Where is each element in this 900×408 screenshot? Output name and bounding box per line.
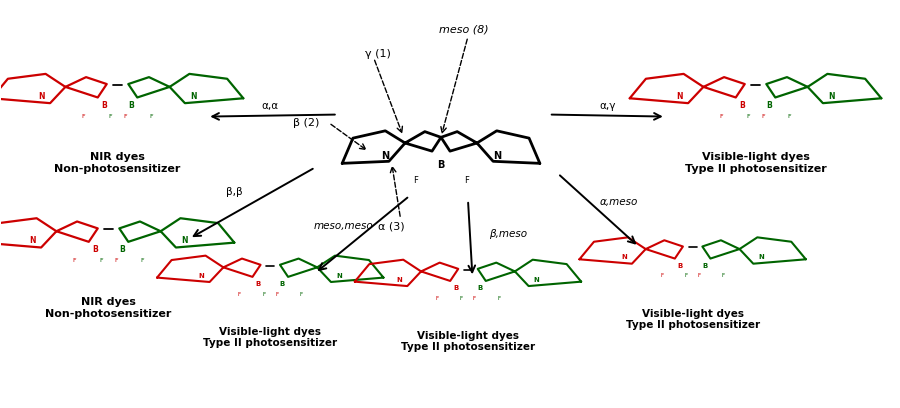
Text: B: B [437, 160, 445, 171]
Text: F: F [685, 273, 688, 278]
Text: F: F [109, 114, 112, 119]
Text: α,γ: α,γ [599, 101, 616, 111]
Text: meso,meso: meso,meso [314, 222, 374, 231]
Text: β,β: β,β [226, 187, 243, 197]
Text: B: B [92, 246, 98, 255]
Text: F: F [275, 292, 278, 297]
Text: Type II photosensitizer: Type II photosensitizer [685, 164, 826, 175]
Text: B: B [702, 263, 707, 269]
Text: N: N [382, 151, 390, 161]
Text: B: B [119, 246, 125, 255]
Text: Visible-light dyes: Visible-light dyes [642, 309, 743, 319]
Text: N: N [182, 236, 188, 245]
Text: meso (8): meso (8) [438, 24, 489, 34]
Text: NIR dyes: NIR dyes [81, 297, 136, 306]
Text: N: N [38, 92, 44, 101]
Text: N: N [199, 273, 204, 279]
Text: F: F [114, 258, 118, 264]
Text: F: F [698, 273, 701, 278]
Text: N: N [492, 151, 500, 161]
Text: N: N [759, 255, 764, 260]
Text: N: N [621, 255, 626, 260]
Text: N: N [191, 92, 197, 101]
Text: N: N [676, 92, 682, 101]
Text: F: F [746, 114, 751, 119]
Text: β (2): β (2) [293, 118, 320, 128]
Text: N: N [396, 277, 402, 283]
Text: N: N [29, 236, 35, 245]
Text: F: F [722, 273, 725, 278]
Text: Visible-light dyes: Visible-light dyes [220, 327, 321, 337]
Text: B: B [766, 101, 772, 110]
Text: α,α: α,α [262, 102, 279, 111]
Text: F: F [760, 114, 764, 119]
Text: N: N [829, 92, 835, 101]
Text: F: F [238, 292, 241, 297]
Text: F: F [472, 296, 476, 301]
Text: Visible-light dyes: Visible-light dyes [417, 331, 519, 341]
Text: Visible-light dyes: Visible-light dyes [702, 152, 809, 162]
Text: Non-photosensitizer: Non-photosensitizer [45, 309, 172, 319]
Text: F: F [141, 258, 145, 264]
Text: F: F [123, 114, 127, 119]
Text: F: F [262, 292, 266, 297]
Text: F: F [73, 258, 77, 264]
Text: F: F [720, 114, 724, 119]
Text: Type II photosensitizer: Type II photosensitizer [203, 338, 338, 348]
Text: F: F [149, 114, 154, 119]
Text: β,meso: β,meso [490, 229, 527, 239]
Text: F: F [100, 258, 104, 264]
Text: Non-photosensitizer: Non-photosensitizer [54, 164, 181, 175]
Text: F: F [413, 176, 418, 185]
Text: F: F [460, 296, 464, 301]
Text: F: F [661, 273, 663, 278]
Text: F: F [82, 114, 86, 119]
Text: F: F [788, 114, 791, 119]
Text: B: B [101, 101, 107, 110]
Text: Type II photosensitizer: Type II photosensitizer [400, 342, 535, 352]
Text: B: B [280, 281, 285, 287]
Text: B: B [678, 263, 683, 269]
Text: NIR dyes: NIR dyes [90, 152, 145, 162]
Text: B: B [478, 285, 482, 291]
Text: N: N [336, 273, 342, 279]
Text: F: F [300, 292, 302, 297]
Text: F: F [497, 296, 500, 301]
Text: Type II photosensitizer: Type II photosensitizer [626, 320, 760, 330]
Text: α,meso: α,meso [599, 197, 638, 207]
Text: B: B [256, 281, 261, 287]
Text: α (3): α (3) [378, 222, 405, 231]
Text: N: N [534, 277, 540, 283]
Text: γ (1): γ (1) [364, 49, 391, 59]
Text: B: B [454, 285, 458, 291]
Text: F: F [436, 296, 439, 301]
Text: F: F [464, 176, 469, 185]
Text: B: B [128, 101, 134, 110]
Text: B: B [739, 101, 745, 110]
